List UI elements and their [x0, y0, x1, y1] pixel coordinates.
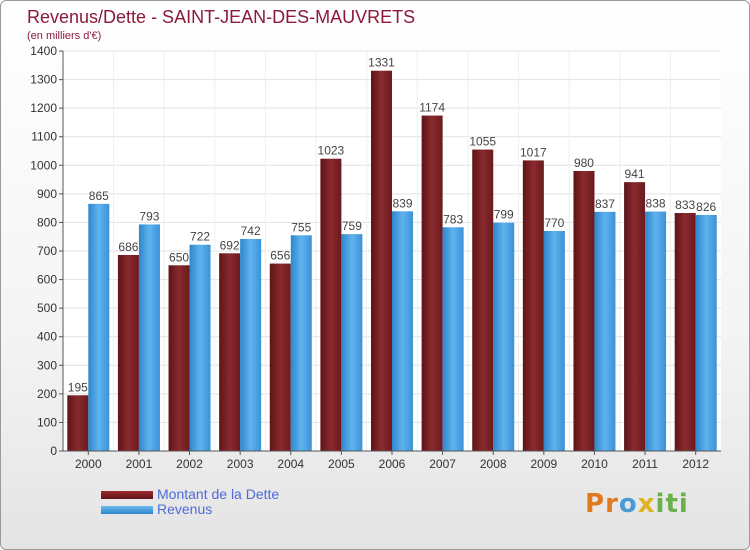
x-tick-label: 2009	[530, 457, 557, 471]
x-tick-label: 2011	[632, 457, 658, 471]
legend-swatch-dette	[101, 491, 153, 499]
data-label-revenus: 759	[342, 219, 362, 233]
data-label-revenus: 838	[646, 197, 666, 211]
y-tick-label: 1000	[30, 158, 57, 172]
data-label-revenus: 837	[595, 197, 615, 211]
y-tick-label: 1300	[30, 73, 57, 87]
data-label-dette: 1023	[318, 144, 345, 158]
chart-subtitle: (en milliers d'€)	[27, 30, 102, 42]
x-tick-label: 2012	[682, 457, 709, 471]
x-tick-label: 2004	[277, 457, 304, 471]
bar-revenus	[594, 211, 616, 451]
bar-revenus	[138, 224, 160, 451]
bar-revenus	[493, 222, 515, 451]
logo-letter: P	[585, 489, 606, 519]
logo-letter: x	[637, 489, 656, 519]
bar-revenus	[695, 215, 717, 451]
y-tick-label: 100	[37, 415, 57, 429]
data-label-revenus: 826	[696, 200, 716, 214]
bar-dette	[674, 213, 696, 451]
bar-revenus	[645, 211, 667, 451]
bar-dette	[522, 160, 544, 451]
x-tick-label: 2010	[581, 457, 608, 471]
x-tick-label: 2007	[429, 457, 456, 471]
bar-revenus	[341, 234, 363, 451]
x-tick-label: 2000	[75, 457, 102, 471]
bar-dette	[573, 171, 595, 451]
y-tick-label: 1100	[31, 130, 57, 144]
y-tick-label: 1400	[30, 44, 57, 58]
bar-revenus	[88, 203, 110, 451]
bar-revenus	[392, 211, 413, 451]
data-label-revenus: 839	[392, 196, 412, 210]
data-label-dette: 692	[220, 238, 240, 252]
bar-dette	[421, 115, 443, 452]
y-tick-label: 500	[37, 301, 57, 315]
x-tick-label: 2008	[480, 457, 507, 471]
legend-swatch-revenus	[101, 506, 153, 514]
chart-title: Revenus/Dette - SAINT-JEAN-DES-MAUVRETS	[27, 7, 416, 27]
y-tick-label: 0	[50, 444, 57, 458]
x-tick-label: 2006	[379, 457, 406, 471]
bar-dette	[219, 253, 241, 451]
bar-dette	[624, 182, 646, 451]
y-tick-label: 1200	[30, 101, 57, 115]
data-label-revenus: 722	[190, 230, 210, 244]
bars	[67, 70, 717, 452]
logo-letter: r	[605, 489, 619, 519]
data-label-dette: 833	[675, 198, 695, 212]
logo-letter: t	[665, 489, 679, 519]
bar-dette	[269, 263, 291, 451]
y-tick-label: 700	[37, 244, 57, 258]
data-label-dette: 650	[169, 250, 189, 264]
data-label-dette: 195	[68, 380, 88, 394]
data-label-revenus: 793	[139, 209, 159, 223]
x-tick-label: 2003	[227, 457, 254, 471]
data-label-dette: 941	[625, 167, 645, 181]
logo-letter: o	[618, 489, 638, 519]
y-tick-label: 300	[37, 358, 57, 372]
data-label-dette: 1331	[368, 56, 395, 70]
data-label-revenus: 742	[241, 224, 261, 238]
data-label-revenus: 783	[443, 212, 463, 226]
axes: 0 100 200 300 400 500 600 700 800 900 1000 1100 1200…	[30, 44, 721, 471]
bar-revenus	[543, 231, 565, 451]
data-label-revenus: 865	[89, 189, 109, 203]
bar-dette	[67, 395, 89, 451]
x-tick-label: 2002	[176, 457, 203, 471]
x-tick-label: 2005	[328, 457, 355, 471]
bar-revenus	[189, 244, 211, 451]
data-label-revenus: 799	[494, 208, 514, 222]
data-label-dette: 686	[118, 240, 138, 254]
y-tick-label: 900	[37, 187, 57, 201]
bar-dette	[472, 149, 494, 452]
y-tick-label: 600	[37, 273, 57, 287]
data-label-dette: 656	[270, 249, 290, 263]
bar-revenus	[240, 239, 262, 451]
bar-revenus	[442, 227, 464, 451]
bar-dette	[320, 158, 342, 451]
legend-label-revenus: Revenus	[157, 501, 213, 517]
data-label-revenus: 755	[291, 220, 311, 234]
bar-dette	[117, 255, 139, 451]
y-tick-label: 400	[37, 330, 57, 344]
y-tick-label: 200	[37, 387, 57, 401]
legend-label-dette: Montant de la Dette	[157, 486, 280, 502]
y-tick-label: 800	[37, 215, 57, 229]
bar-revenus	[290, 235, 312, 451]
proxiti-logo: Proxiti	[585, 489, 689, 519]
bar-dette	[168, 265, 190, 451]
logo-letter: i	[678, 489, 689, 519]
data-label-dette: 1017	[520, 145, 547, 159]
data-label-dette: 1174	[419, 101, 445, 115]
data-label-revenus: 770	[544, 216, 564, 230]
logo-letter: i	[655, 489, 666, 519]
data-label-dette: 980	[574, 156, 594, 170]
data-label-dette: 1055	[469, 135, 496, 149]
x-tick-label: 2001	[126, 457, 153, 471]
bar-dette	[371, 70, 392, 451]
